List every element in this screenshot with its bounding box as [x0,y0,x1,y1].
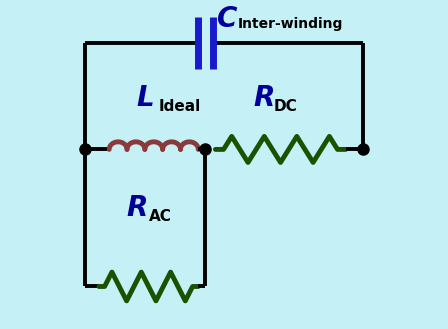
Text: R: R [253,84,275,112]
Text: C: C [217,5,237,33]
Text: Ideal: Ideal [159,99,201,114]
Text: DC: DC [274,99,297,114]
Text: Inter-winding: Inter-winding [238,17,343,31]
Text: L: L [137,84,154,112]
Text: AC: AC [149,209,172,224]
Text: R: R [126,194,148,222]
